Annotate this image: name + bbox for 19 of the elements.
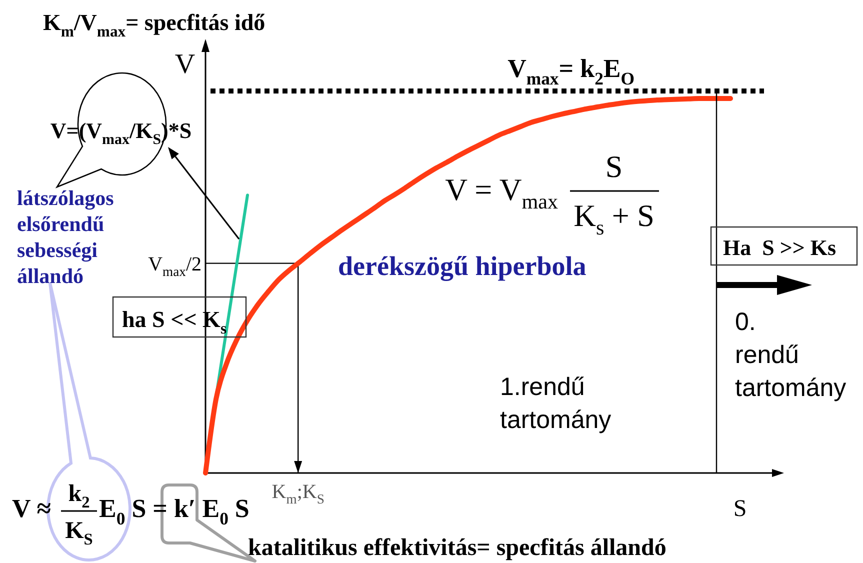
text: V ≈ (12, 494, 52, 523)
annotation: S (605, 149, 623, 184)
annotation: K$_{s}$ + S (574, 198, 654, 240)
text: K$_{S}$ (65, 518, 93, 549)
x-axis-title: S (733, 496, 747, 522)
annotation: V = V$_{max}$ (445, 172, 558, 214)
text: katalitikus effektivitás= specfitás állandó (248, 535, 666, 561)
text: látszólagos elsőrendű sebességi állandó (17, 186, 114, 288)
ref-line-label: V$_{max}$= k$_{2}$E$_{O}$ (508, 54, 635, 88)
text: k$_{2}$ (68, 481, 90, 512)
annotation: derékszögű hiperbola (338, 251, 587, 281)
annotation: 0. rendű tartomány (735, 308, 847, 402)
chart-title: K$_{m}$/V$_{max}$= specfitás idő (43, 10, 266, 40)
text: E$_{0}$ S = k′ E$_{0}$ S (99, 494, 250, 528)
y-axis-title: V (174, 49, 196, 80)
annotation: 1.rendű tartomány (500, 373, 612, 434)
annotation: Ha S >> Ks (723, 235, 837, 260)
text: K$_{m}$;K$_{S}$ (272, 481, 324, 507)
ref-line-label: V$_{max}$/2 (148, 253, 202, 279)
